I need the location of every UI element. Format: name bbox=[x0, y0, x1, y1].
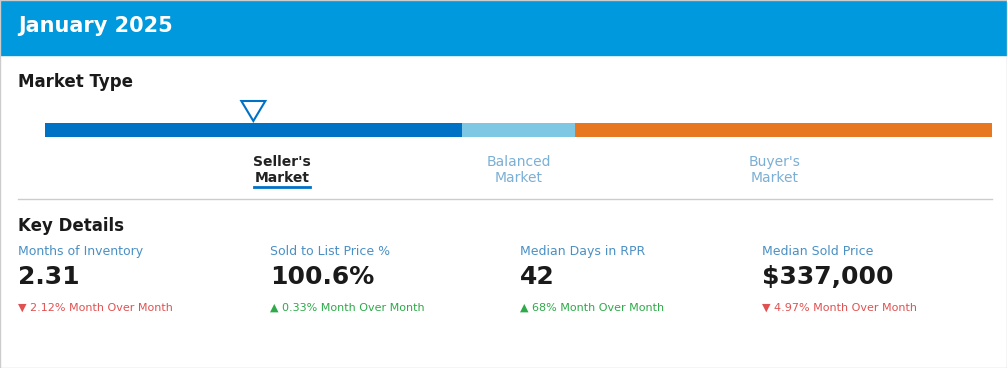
Text: Months of Inventory: Months of Inventory bbox=[18, 245, 143, 258]
Bar bbox=[575, 123, 992, 137]
Text: ▼ 2.12% Month Over Month: ▼ 2.12% Month Over Month bbox=[18, 303, 173, 313]
Text: Market: Market bbox=[494, 171, 543, 185]
Text: Key Details: Key Details bbox=[18, 217, 124, 235]
Text: Median Days in RPR: Median Days in RPR bbox=[520, 245, 645, 258]
Text: ▲ 0.33% Month Over Month: ▲ 0.33% Month Over Month bbox=[270, 303, 425, 313]
Bar bbox=[0, 0, 1007, 52]
Text: 100.6%: 100.6% bbox=[270, 265, 375, 289]
Text: $337,000: $337,000 bbox=[762, 265, 893, 289]
Text: Seller's: Seller's bbox=[253, 155, 310, 169]
Text: Market: Market bbox=[750, 171, 799, 185]
Text: Market Type: Market Type bbox=[18, 73, 133, 91]
Text: ▼ 4.97% Month Over Month: ▼ 4.97% Month Over Month bbox=[762, 303, 917, 313]
Text: Market: Market bbox=[254, 171, 309, 185]
Bar bbox=[0, 0, 1007, 2]
Polygon shape bbox=[242, 101, 265, 121]
Bar bbox=[0, 52, 1007, 55]
Text: ▲ 68% Month Over Month: ▲ 68% Month Over Month bbox=[520, 303, 665, 313]
Text: Sold to List Price %: Sold to List Price % bbox=[270, 245, 390, 258]
Text: Median Sold Price: Median Sold Price bbox=[762, 245, 873, 258]
Bar bbox=[45, 123, 461, 137]
Text: 2.31: 2.31 bbox=[18, 265, 80, 289]
Text: Balanced: Balanced bbox=[486, 155, 551, 169]
Bar bbox=[461, 123, 575, 137]
Text: January 2025: January 2025 bbox=[18, 16, 173, 36]
Text: Buyer's: Buyer's bbox=[748, 155, 801, 169]
Text: 42: 42 bbox=[520, 265, 555, 289]
